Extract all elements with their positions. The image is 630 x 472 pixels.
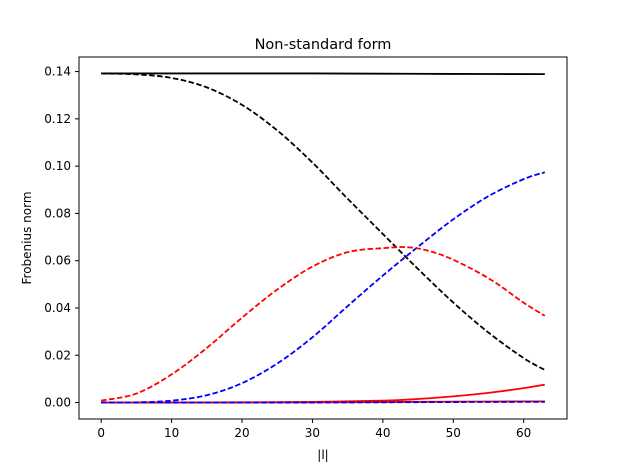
y-axis-label: Frobenius norm xyxy=(20,191,34,284)
x-axis-label: |l| xyxy=(317,448,328,462)
x-tick-label: 0 xyxy=(97,426,105,440)
series-line-5 xyxy=(101,383,545,404)
x-tick-label: 60 xyxy=(516,426,531,440)
y-axis: 0.00 0.02 0.04 0.06 0.08 0.10 0.12 0.14 xyxy=(44,65,79,410)
x-tick-label: 10 xyxy=(164,426,179,440)
y-tick-label: 0.00 xyxy=(44,396,71,410)
series-line-3 xyxy=(101,171,546,404)
plot-lines xyxy=(101,72,546,404)
series-line-4 xyxy=(101,246,546,402)
x-tick-label: 50 xyxy=(446,426,461,440)
plot-frame xyxy=(78,56,568,420)
y-tick-label: 0.02 xyxy=(44,348,71,362)
y-tick-label: 0.06 xyxy=(44,254,71,268)
x-tick-label: 30 xyxy=(305,426,320,440)
y-tick-label: 0.10 xyxy=(44,159,71,173)
y-tick-label: 0.08 xyxy=(44,206,71,220)
x-tick-label: 20 xyxy=(234,426,249,440)
chart-title: Non-standard form xyxy=(255,37,392,53)
series-line-2 xyxy=(101,72,546,371)
x-tick-label: 40 xyxy=(375,426,390,440)
y-tick-label: 0.14 xyxy=(44,65,71,79)
x-axis: 0 10 20 30 40 50 60 xyxy=(97,419,531,440)
y-tick-label: 0.04 xyxy=(44,301,71,315)
y-tick-label: 0.12 xyxy=(44,112,71,126)
series-line-1 xyxy=(101,72,545,76)
series-line-7 xyxy=(101,400,545,404)
